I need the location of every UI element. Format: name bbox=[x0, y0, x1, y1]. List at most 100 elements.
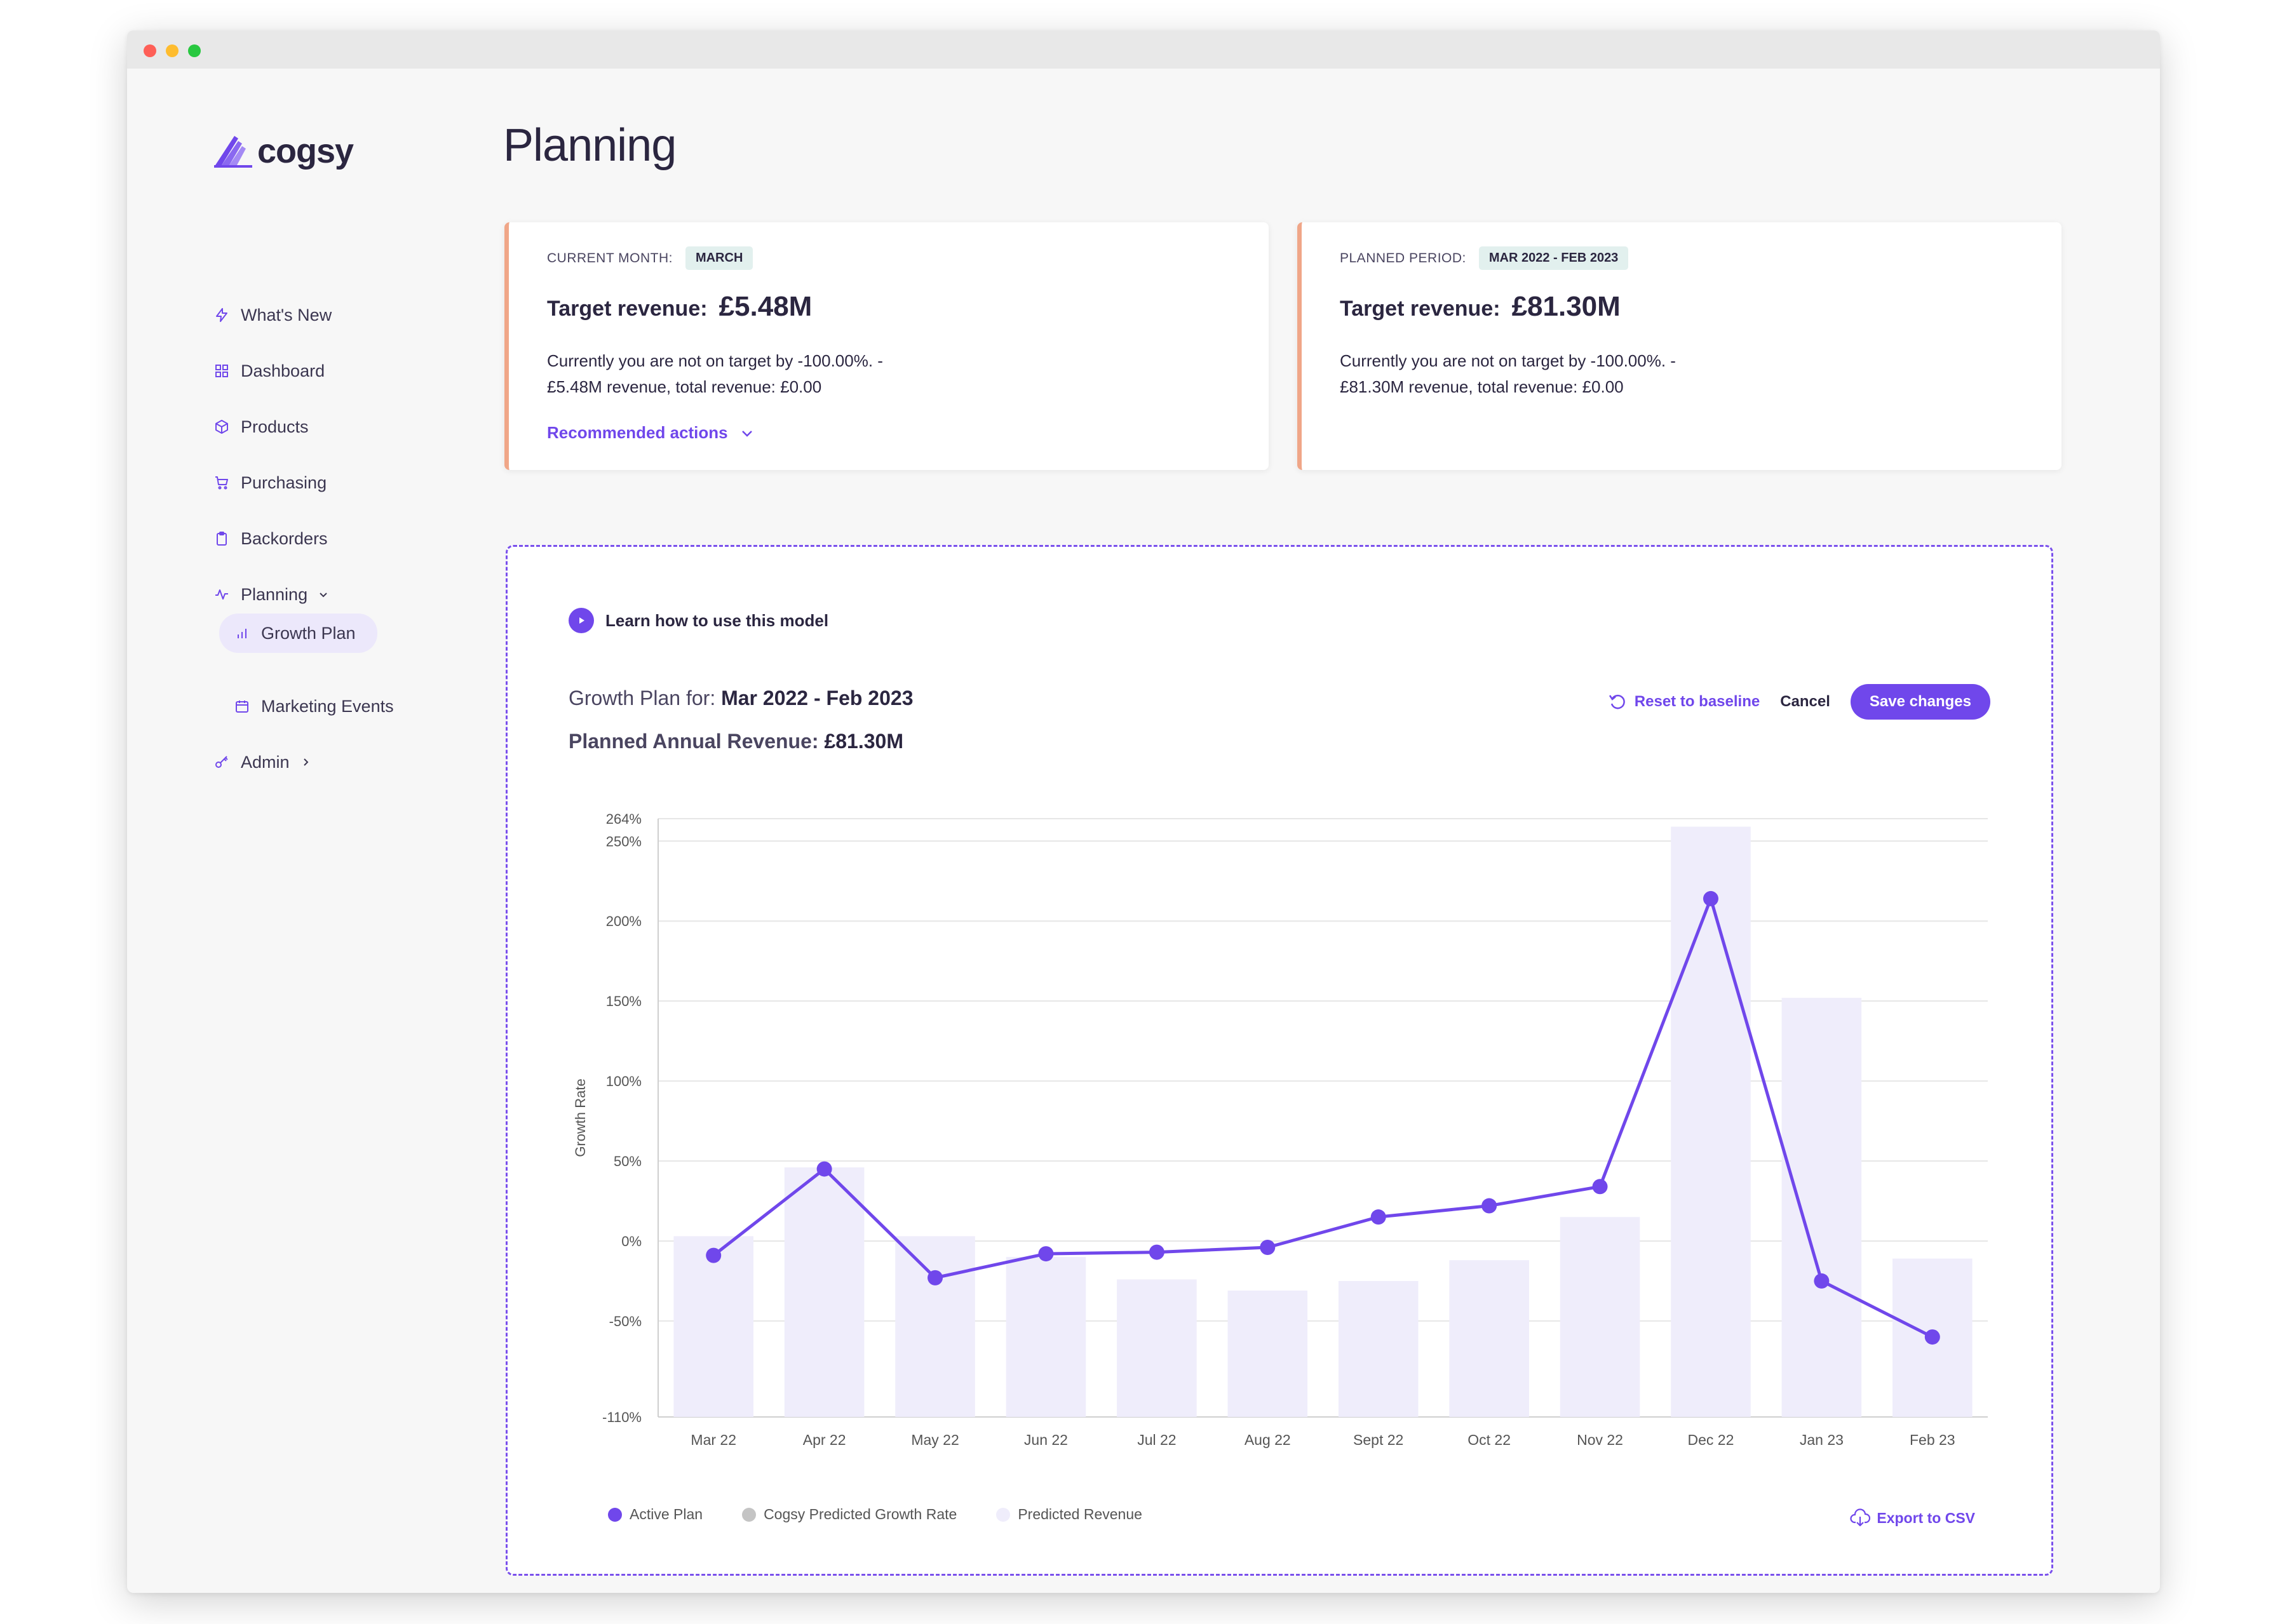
status-line-1: Currently you are not on target by -100.… bbox=[1340, 351, 1676, 370]
active-plan-point bbox=[1260, 1240, 1276, 1256]
learn-model-label: Learn how to use this model bbox=[605, 610, 829, 630]
y-tick-label: -110% bbox=[602, 1409, 642, 1425]
active-plan-point bbox=[816, 1161, 832, 1177]
bar-predicted-revenue bbox=[1006, 1257, 1086, 1417]
planned-revenue-value: £81.30M bbox=[824, 730, 903, 753]
status-line-2: £81.30M revenue, total revenue: £0.00 bbox=[1340, 377, 1624, 396]
x-tick-label: Jun 22 bbox=[1024, 1432, 1068, 1448]
planned-revenue-label: Planned Annual Revenue: bbox=[569, 730, 819, 753]
bar-predicted-revenue bbox=[673, 1236, 753, 1417]
reset-baseline-button[interactable]: Reset to baseline bbox=[1608, 692, 1760, 711]
legend-swatch bbox=[996, 1507, 1011, 1522]
period-pill: MAR 2022 - FEB 2023 bbox=[1478, 246, 1629, 270]
target-revenue-value: £5.48M bbox=[718, 291, 813, 322]
sidebar-item-dashboard[interactable]: Dashboard bbox=[213, 353, 325, 389]
app-window: cogsy What's New Dashboard Products Pur bbox=[127, 30, 2160, 1593]
active-plan-point bbox=[1481, 1198, 1497, 1214]
brand-logo[interactable]: cogsy bbox=[213, 126, 354, 177]
cancel-button[interactable]: Cancel bbox=[1780, 693, 1830, 710]
cart-icon bbox=[213, 474, 231, 492]
y-tick-label: 100% bbox=[606, 1073, 642, 1089]
y-tick-label: 250% bbox=[606, 833, 642, 849]
active-plan-point bbox=[1038, 1246, 1054, 1262]
bar-chart-icon bbox=[233, 624, 251, 642]
x-tick-label: Aug 22 bbox=[1245, 1432, 1291, 1448]
calendar-icon bbox=[233, 697, 251, 715]
legend-swatch bbox=[608, 1507, 622, 1522]
x-tick-label: Sept 22 bbox=[1353, 1432, 1403, 1448]
learn-model-link[interactable]: Learn how to use this model bbox=[569, 608, 828, 633]
legend-label: Active Plan bbox=[630, 1506, 703, 1522]
planned-revenue-heading: Planned Annual Revenue: £81.30M bbox=[569, 730, 903, 753]
key-icon bbox=[213, 753, 231, 771]
maximize-window-button[interactable] bbox=[188, 44, 201, 57]
save-changes-button[interactable]: Save changes bbox=[1850, 684, 1990, 720]
growth-model-panel: Learn how to use this model Growth Plan … bbox=[506, 545, 2053, 1576]
y-axis-label: Growth Rate bbox=[572, 1078, 588, 1157]
target-status-text: Currently you are not on target by -100.… bbox=[1340, 348, 1784, 400]
active-plan-point bbox=[706, 1247, 722, 1263]
target-revenue-value: £81.30M bbox=[1511, 291, 1621, 322]
sidebar-item-growth-plan[interactable]: Growth Plan bbox=[219, 614, 377, 653]
bar-predicted-revenue bbox=[1117, 1279, 1197, 1417]
x-tick-label: May 22 bbox=[911, 1432, 959, 1448]
sidebar-item-label: Planning bbox=[241, 584, 308, 604]
legend-item-predicted-revenue[interactable]: Predicted Revenue bbox=[996, 1506, 1142, 1523]
bar-predicted-revenue bbox=[1338, 1280, 1419, 1417]
y-tick-label: 150% bbox=[606, 993, 642, 1009]
target-revenue-label: Target revenue: bbox=[547, 297, 708, 321]
sidebar-item-label: Dashboard bbox=[241, 361, 325, 380]
sidebar-item-label: Products bbox=[241, 417, 309, 436]
chart-legend: Active Plan Cogsy Predicted Growth Rate … bbox=[608, 1506, 1182, 1523]
x-tick-label: Mar 22 bbox=[691, 1432, 736, 1448]
growth-plan-heading: Growth Plan for: Mar 2022 - Feb 2023 bbox=[569, 687, 913, 710]
close-window-button[interactable] bbox=[144, 44, 156, 57]
sidebar-item-marketing-events[interactable]: Marketing Events bbox=[233, 688, 394, 724]
active-plan-point bbox=[1814, 1273, 1830, 1289]
x-tick-label: Feb 23 bbox=[1910, 1432, 1955, 1448]
sidebar-item-admin[interactable]: Admin bbox=[213, 744, 311, 780]
y-tick-label: 0% bbox=[621, 1233, 642, 1249]
activity-icon bbox=[213, 586, 231, 603]
sidebar-item-purchasing[interactable]: Purchasing bbox=[213, 465, 327, 500]
target-revenue-label: Target revenue: bbox=[1340, 297, 1501, 321]
active-plan-point bbox=[1149, 1244, 1164, 1260]
y-tick-label: 50% bbox=[614, 1153, 642, 1169]
cloud-download-icon bbox=[1850, 1508, 1871, 1527]
y-tick-label: 264% bbox=[606, 811, 642, 827]
x-tick-label: Jul 22 bbox=[1137, 1432, 1176, 1448]
export-csv-button[interactable]: Export to CSV bbox=[1850, 1508, 1975, 1527]
bar-predicted-revenue bbox=[784, 1167, 865, 1417]
sidebar-item-label: What's New bbox=[241, 305, 332, 325]
growth-rate-chart: -110% -50% 0% 50% 100% 150% 200% 250% 264% Mar 22… bbox=[572, 811, 1988, 1448]
sidebar-item-products[interactable]: Products bbox=[213, 409, 309, 445]
active-plan-point bbox=[928, 1270, 943, 1285]
reset-label: Reset to baseline bbox=[1634, 693, 1760, 710]
status-line-1: Currently you are not on target by -100.… bbox=[547, 351, 883, 370]
bar-predicted-revenue bbox=[1671, 826, 1751, 1417]
legend-item-predicted-growth[interactable]: Cogsy Predicted Growth Rate bbox=[742, 1506, 957, 1523]
planned-period-card: PLANNED PERIOD: MAR 2022 - FEB 2023 Targ… bbox=[1297, 222, 2061, 470]
plan-actions: Reset to baseline Cancel Save changes bbox=[1608, 684, 1990, 720]
legend-item-active-plan[interactable]: Active Plan bbox=[608, 1506, 703, 1523]
recommended-actions-toggle[interactable]: Recommended actions bbox=[547, 423, 755, 443]
card-label: PLANNED PERIOD: bbox=[1340, 250, 1466, 265]
chevron-right-icon bbox=[300, 756, 311, 768]
x-tick-label: Nov 22 bbox=[1577, 1432, 1623, 1448]
y-tick-label: 200% bbox=[606, 913, 642, 929]
sidebar-item-backorders[interactable]: Backorders bbox=[213, 521, 328, 556]
chevron-down-icon bbox=[318, 589, 329, 600]
clipboard-icon bbox=[213, 530, 231, 547]
x-tick-label: Oct 22 bbox=[1467, 1432, 1511, 1448]
status-line-2: £5.48M revenue, total revenue: £0.00 bbox=[547, 377, 822, 396]
legend-label: Cogsy Predicted Growth Rate bbox=[764, 1506, 957, 1522]
sidebar-item-planning[interactable]: Planning bbox=[213, 577, 329, 612]
export-label: Export to CSV bbox=[1877, 1509, 1975, 1526]
minimize-window-button[interactable] bbox=[166, 44, 179, 57]
bar-predicted-revenue bbox=[1560, 1217, 1640, 1417]
sidebar-item-whats-new[interactable]: What's New bbox=[213, 297, 332, 333]
bolt-icon bbox=[213, 306, 231, 324]
window-titlebar bbox=[127, 30, 2160, 69]
brand-name: cogsy bbox=[257, 132, 354, 170]
sidebar-item-label: Growth Plan bbox=[261, 623, 356, 643]
